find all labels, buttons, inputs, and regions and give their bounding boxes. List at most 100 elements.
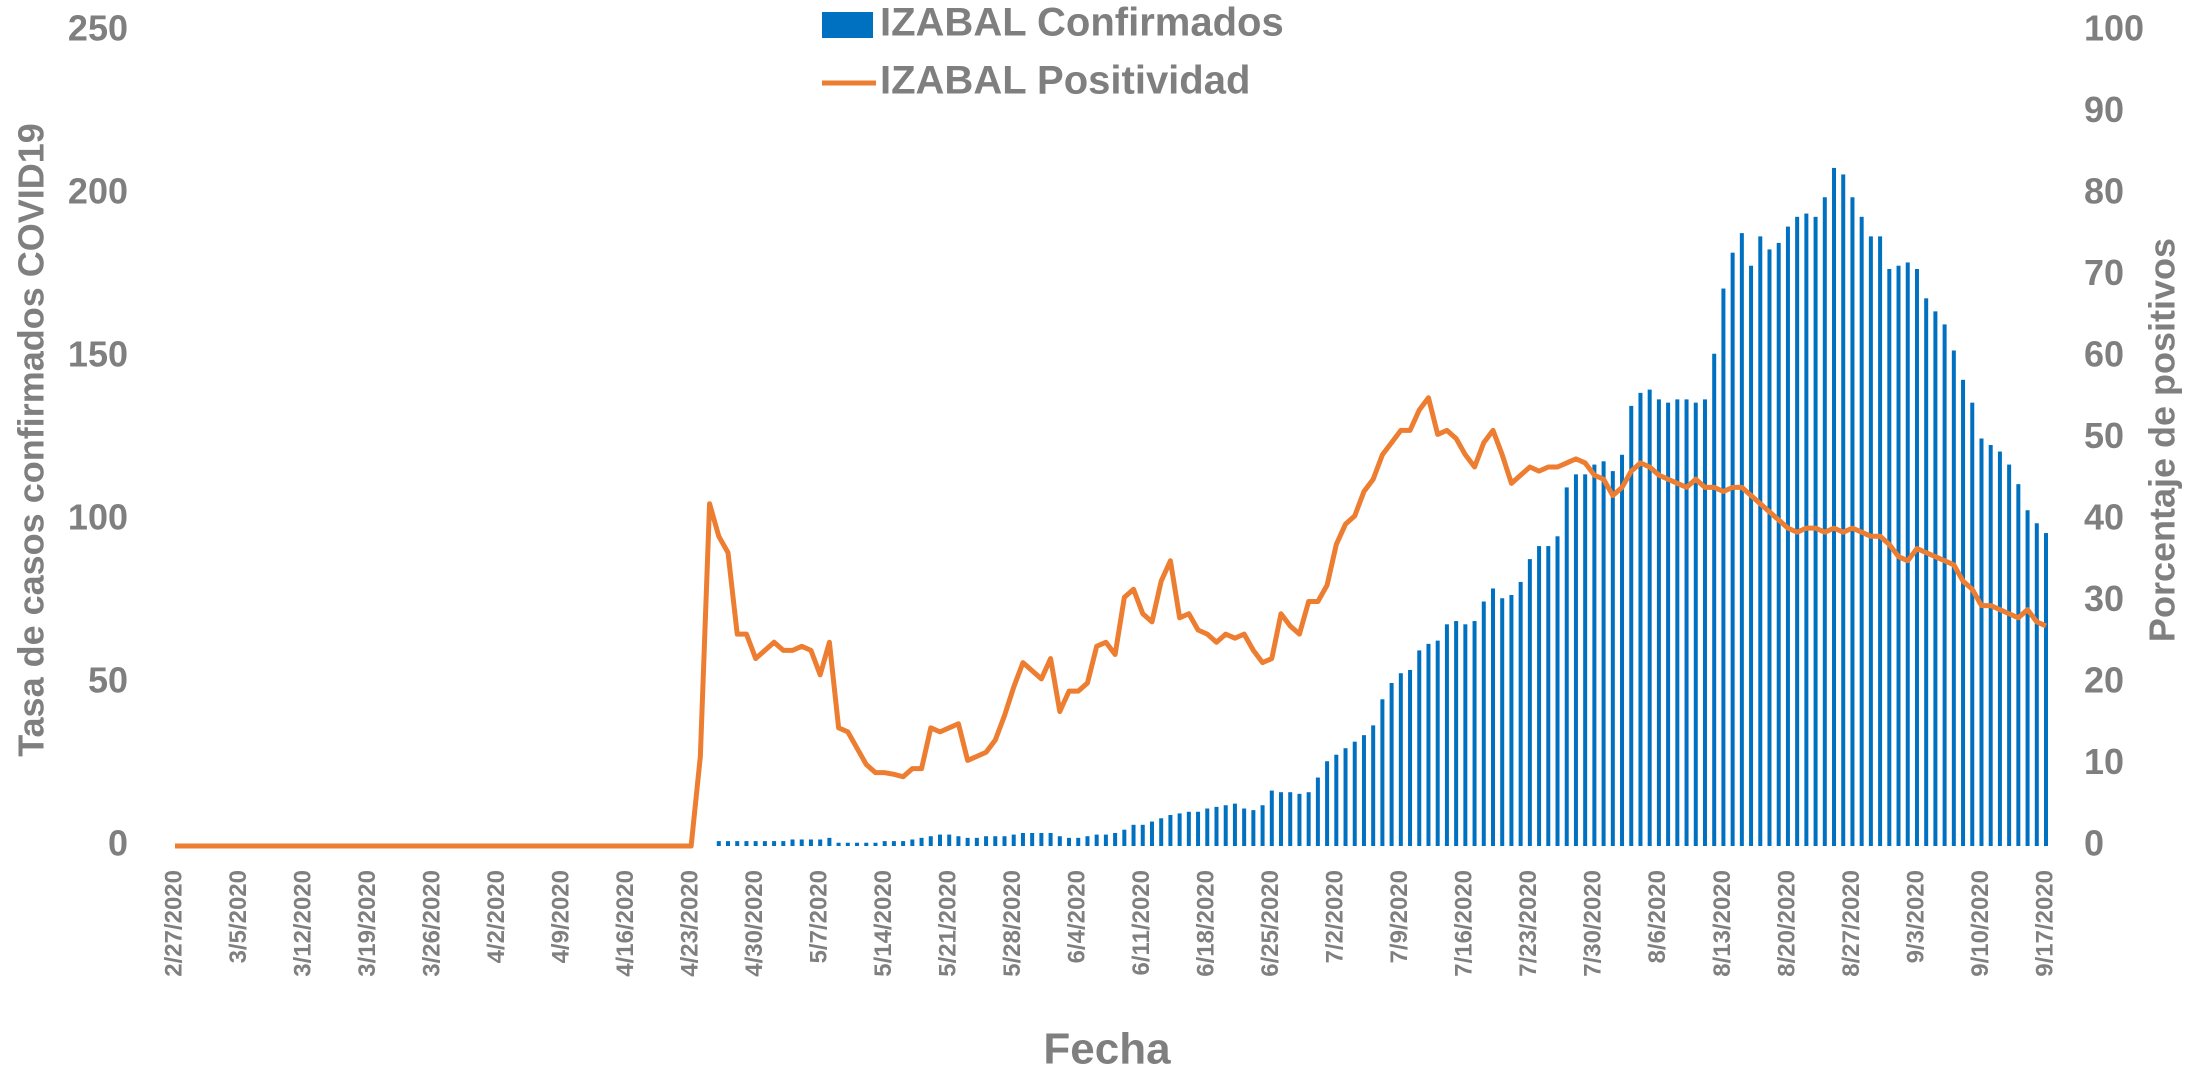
bar: [1758, 236, 1763, 846]
x-tick-label: 3/12/2020: [289, 870, 316, 977]
bar: [1656, 399, 1661, 846]
bar: [1408, 669, 1413, 846]
x-tick-label: 6/11/2020: [1128, 870, 1155, 975]
x-tick-label: 5/21/2020: [935, 870, 962, 977]
bar: [1352, 741, 1357, 846]
bar: [836, 842, 841, 846]
bar: [1887, 268, 1892, 847]
bar: [1205, 808, 1210, 846]
bar: [1122, 829, 1127, 846]
bar: [1961, 379, 1966, 846]
bar: [1675, 399, 1680, 846]
y-tick-label: 0: [108, 823, 128, 864]
y2-tick-label: 30: [2084, 578, 2124, 619]
bar: [1076, 837, 1081, 846]
bar: [1518, 581, 1523, 846]
y2-tick-label: 80: [2084, 171, 2124, 212]
bar: [1002, 836, 1007, 846]
bar: [1472, 621, 1477, 846]
bar: [1832, 167, 1837, 847]
bar: [1094, 834, 1099, 846]
line: [175, 395, 2048, 849]
bar: [1242, 808, 1247, 846]
bar: [1067, 837, 1072, 846]
bar: [1933, 311, 1938, 846]
bar: [984, 836, 989, 846]
bar: [1767, 249, 1772, 847]
bar: [1850, 197, 1855, 846]
bar: [1361, 735, 1366, 846]
bar: [1085, 836, 1090, 846]
bar: [965, 837, 970, 846]
bar: [1315, 777, 1320, 846]
bar: [910, 839, 915, 846]
bar: [1186, 811, 1191, 846]
bar: [882, 841, 887, 846]
bar: [1020, 832, 1025, 846]
bar: [1942, 324, 1947, 846]
bar: [1306, 792, 1311, 846]
bar: [1730, 252, 1735, 846]
bar: [1841, 174, 1846, 846]
bar: [744, 841, 749, 846]
bar: [1279, 792, 1284, 846]
bar: [1251, 810, 1256, 846]
bar: [855, 842, 860, 846]
bar: [1620, 454, 1625, 846]
y-tick-label: 50: [88, 660, 128, 701]
bar: [1269, 790, 1274, 846]
bar: [1297, 793, 1302, 846]
x-axis-title: Fecha: [1043, 1025, 1171, 1074]
x-tick-label: 8/27/2020: [1838, 870, 1865, 977]
y-tick-label: 250: [68, 8, 128, 49]
bar: [1048, 832, 1053, 846]
bar: [873, 842, 878, 846]
bar: [818, 839, 823, 846]
x-tick-label: 4/23/2020: [676, 870, 703, 977]
bar: [716, 841, 721, 846]
x-tick-label: 8/13/2020: [1709, 870, 1736, 977]
y2-tick-label: 10: [2084, 741, 2124, 782]
y2-axis-title: Porcentaje de positivos: [2142, 238, 2183, 642]
bar: [1813, 216, 1818, 846]
bar: [772, 841, 777, 846]
bar: [1223, 805, 1228, 846]
bar: [1260, 805, 1265, 846]
y2-tick-label: 20: [2084, 660, 2124, 701]
bar: [1030, 832, 1035, 846]
bar: [1057, 836, 1062, 846]
legend-label: IZABAL Positividad: [880, 59, 1250, 103]
bar: [1444, 624, 1449, 846]
bar: [1011, 834, 1016, 846]
bar: [1739, 233, 1744, 846]
x-tick-label: 7/30/2020: [1580, 870, 1607, 977]
bar: [1878, 236, 1883, 846]
bar: [781, 841, 786, 846]
bar: [1785, 226, 1790, 847]
x-tick-label: 5/28/2020: [999, 870, 1026, 977]
bar: [726, 841, 731, 846]
x-tick-label: 6/4/2020: [1064, 870, 1091, 963]
bar: [1380, 699, 1385, 846]
bar: [808, 839, 813, 846]
x-tick-label: 8/6/2020: [1644, 870, 1671, 963]
y-tick-label: 150: [68, 334, 128, 375]
bar: [956, 836, 961, 846]
bar: [993, 836, 998, 846]
bar: [735, 841, 740, 846]
y-tick-label: 100: [68, 497, 128, 538]
bar: [1776, 242, 1781, 846]
x-tick-label: 5/7/2020: [806, 870, 833, 963]
bar: [947, 834, 952, 846]
y2-tick-label: 100: [2084, 8, 2144, 49]
bar: [1684, 399, 1689, 846]
bar: [1417, 650, 1422, 846]
bar: [1592, 464, 1597, 846]
x-tick-label: 6/25/2020: [1257, 870, 1284, 977]
bar: [1509, 594, 1514, 846]
y2-tick-label: 0: [2084, 823, 2104, 864]
bar: [1647, 389, 1652, 846]
bar: [1398, 673, 1403, 846]
x-tick-label: 8/20/2020: [1773, 870, 1800, 977]
x-tick-label: 9/17/2020: [2031, 870, 2058, 977]
